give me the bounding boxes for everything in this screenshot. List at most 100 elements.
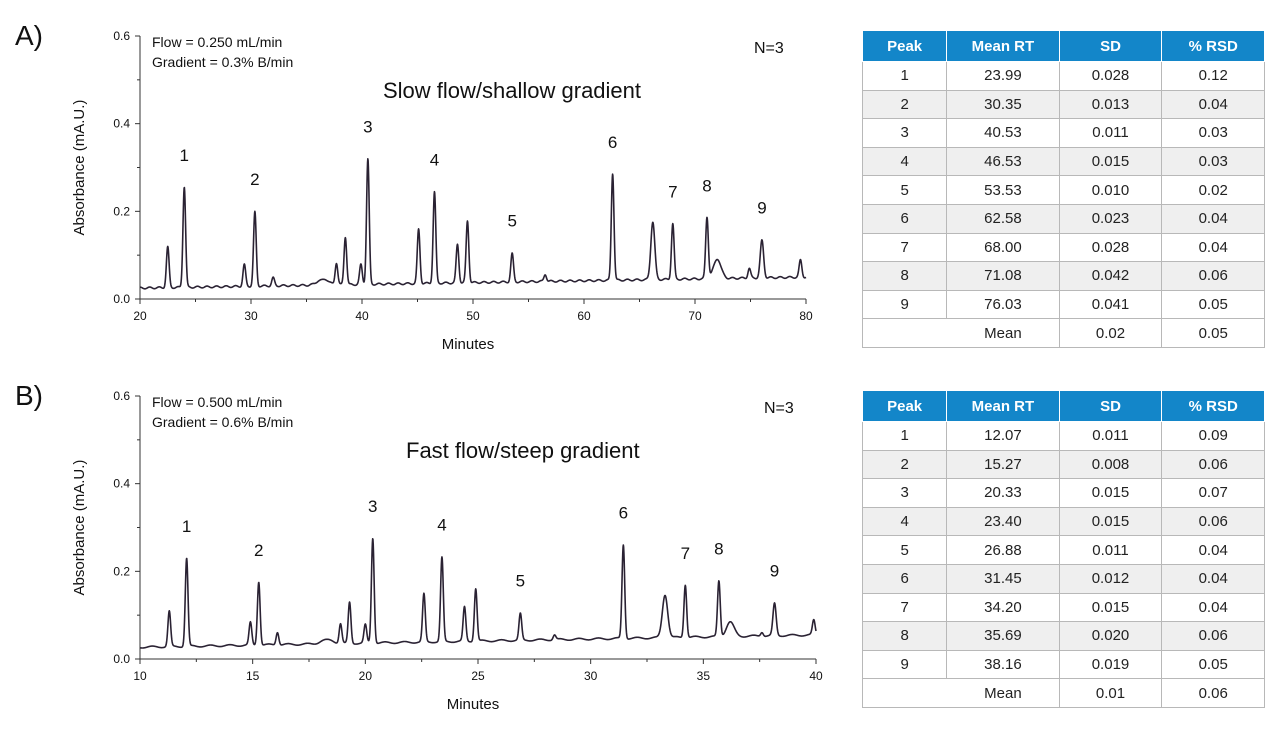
table-cell: 62.58: [946, 203, 1060, 234]
column-header: Peak: [861, 30, 948, 62]
table-cell: 0.07: [1161, 478, 1265, 508]
table-cell: 30.35: [946, 89, 1060, 120]
table-cell: 5: [861, 535, 948, 565]
gradient-annotation: Gradient = 0.3% B/min: [152, 54, 293, 70]
y-tick-label: 0.2: [113, 564, 130, 578]
y-tick-label: 0.4: [113, 477, 130, 491]
table-cell: 4: [861, 506, 948, 537]
table-header-row: Peak Mean RT SD% RSD: [861, 390, 1265, 422]
peak-label: 8: [702, 177, 711, 196]
column-header: % RSD: [1161, 390, 1265, 422]
chart-subtitle: Fast flow/steep gradient: [406, 438, 640, 463]
peak-label: 9: [770, 562, 779, 581]
mean-sd-cell: 0.02: [1058, 318, 1163, 348]
table-row: 7 68.00 0.028 0.04: [861, 232, 1265, 263]
table-cell: 34.20: [946, 592, 1060, 623]
table-row: 3 20.33 0.015 0.07: [861, 478, 1265, 508]
table-cell: 0.020: [1058, 621, 1163, 651]
table-header-row: Peak Mean RT SD% RSD: [861, 30, 1265, 62]
x-axis-title: Minutes: [447, 696, 500, 713]
column-header: SD: [1058, 30, 1163, 62]
table-cell: 0.04: [1161, 89, 1265, 120]
x-tick-label: 80: [799, 309, 813, 323]
x-tick-label: 20: [133, 309, 147, 323]
table-cell: 0.023: [1058, 203, 1163, 234]
table-cell: 71.08: [946, 261, 1060, 291]
table-cell: 0.04: [1161, 232, 1265, 263]
y-tick-label: 0.4: [113, 117, 130, 131]
table-cell: 0.12: [1161, 61, 1265, 91]
table-cell: 26.88: [946, 535, 1060, 565]
table-cell: 0.008: [1058, 449, 1163, 480]
x-tick-label: 40: [355, 309, 369, 323]
x-tick-label: 30: [584, 669, 598, 683]
x-tick-label: 50: [466, 309, 480, 323]
y-tick-label: 0.2: [113, 204, 130, 218]
peak-label: 1: [182, 517, 191, 536]
x-tick-label: 40: [809, 669, 823, 683]
n-annotation: N=3: [754, 40, 784, 57]
table-row: 2 30.35 0.013 0.04: [861, 89, 1265, 120]
peak-label: 7: [668, 182, 677, 201]
peak-label: 1: [180, 146, 189, 165]
table-row: 1 12.07 0.011 0.09: [861, 421, 1265, 451]
table-row: 7 34.20 0.015 0.04: [861, 592, 1265, 623]
table-cell: 0.05: [1161, 649, 1265, 680]
table-cell: 6: [861, 563, 948, 594]
mean-row: Mean 0.01 0.06: [861, 678, 1265, 708]
peak-label: 5: [507, 212, 516, 231]
table-cell: 7: [861, 592, 948, 623]
table-cell: 1: [861, 421, 948, 451]
mean-row: Mean 0.02 0.05: [861, 318, 1265, 348]
table-row: 8 71.08 0.042 0.06: [861, 261, 1265, 291]
table-cell: 0.015: [1058, 506, 1163, 537]
x-tick-label: 20: [359, 669, 373, 683]
mean-label-cell: Mean: [946, 318, 1060, 348]
flow-annotation: Flow = 0.250 mL/min: [152, 34, 282, 50]
table-cell: 6: [861, 203, 948, 234]
table-cell: 0.04: [1161, 535, 1265, 565]
x-tick-label: 60: [577, 309, 591, 323]
table-cell: 0.012: [1058, 563, 1163, 594]
table-cell: 0.06: [1161, 506, 1265, 537]
peak-label: 6: [608, 133, 617, 152]
table-cell: 0.015: [1058, 146, 1163, 177]
chromatogram-trace: [139, 538, 817, 649]
peak-label: 5: [516, 572, 525, 591]
table-row: 9 76.03 0.041 0.05: [861, 289, 1265, 320]
table-cell: 0.04: [1161, 592, 1265, 623]
n-annotation: N=3: [764, 400, 794, 417]
table-row: 4 23.40 0.015 0.06: [861, 506, 1265, 537]
table-cell: 76.03: [946, 289, 1060, 320]
table-cell: 4: [861, 146, 948, 177]
table-cell: 53.53: [946, 175, 1060, 205]
x-tick-label: 25: [471, 669, 485, 683]
table-cell: 46.53: [946, 146, 1060, 177]
column-header: Mean RT: [946, 390, 1060, 422]
table-cell: 40.53: [946, 118, 1060, 148]
table-cell: 9: [861, 649, 948, 680]
table-cell: 0.05: [1161, 289, 1265, 320]
panel-label: A): [15, 20, 43, 51]
peak-label: 9: [757, 199, 766, 218]
table-cell: 35.69: [946, 621, 1060, 651]
peak-label: 8: [714, 540, 723, 559]
table-cell: 0.042: [1058, 261, 1163, 291]
flow-annotation: Flow = 0.500 mL/min: [152, 394, 282, 410]
table-cell: 0.010: [1058, 175, 1163, 205]
table-cell: 38.16: [946, 649, 1060, 680]
peak-label: 2: [254, 541, 263, 560]
x-tick-label: 35: [697, 669, 711, 683]
table-cell: 0.03: [1161, 146, 1265, 177]
y-tick-label: 0.0: [113, 292, 130, 306]
table-cell: 0.04: [1161, 203, 1265, 234]
column-header: Peak: [861, 390, 948, 422]
table-cell: 0.06: [1161, 621, 1265, 651]
table-cell: 12.07: [946, 421, 1060, 451]
table-cell: 1: [861, 61, 948, 91]
peak-label: 2: [250, 170, 259, 189]
table-cell: 0.028: [1058, 232, 1163, 263]
table-row: 9 38.16 0.019 0.05: [861, 649, 1265, 680]
